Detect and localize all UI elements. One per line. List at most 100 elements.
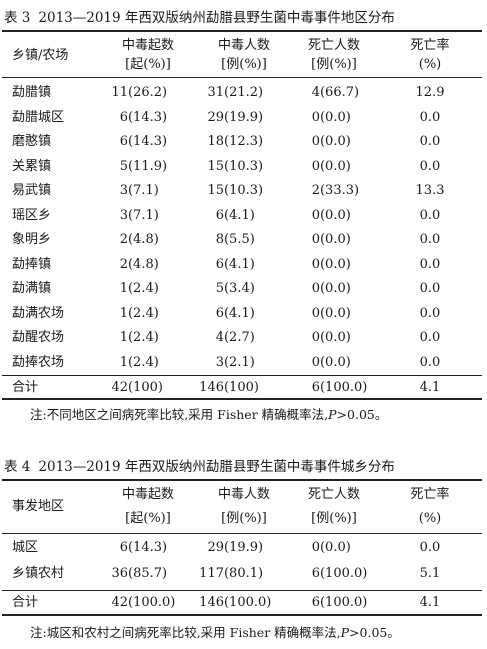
table4-row-col4: 5.1 bbox=[419, 566, 441, 581]
table3-row-label: 勐醒农场 bbox=[12, 330, 65, 345]
table3-header-col2-line1: 中毒人数 bbox=[217, 38, 270, 53]
table3-row-col4: 0.0 bbox=[419, 281, 441, 296]
table3-row-col4: 0.0 bbox=[419, 305, 441, 321]
table3-total-col4: 4.1 bbox=[419, 380, 441, 395]
table4-total-col3: 6(100.0) bbox=[311, 595, 368, 610]
table3-header-col4-line2: (%) bbox=[418, 57, 442, 72]
table3-note-text: 注:不同地区之间病死率比较,采用 Fisher 精确概率法, bbox=[30, 407, 329, 422]
table4-row-col1: 36(85.7) bbox=[111, 566, 168, 581]
table3-row-label: 勐捧镇 bbox=[12, 256, 52, 272]
table3-row-col4: 0.0 bbox=[419, 207, 441, 223]
table3-row-col1: 1(2.4) bbox=[119, 281, 159, 296]
table4-total-col2: 146(100.0) bbox=[199, 595, 272, 610]
table3-row-label: 勐捧农场 bbox=[12, 354, 65, 370]
table3-row-col3: 0(0.0) bbox=[311, 330, 351, 345]
table3-row-col3: 0(0.0) bbox=[311, 158, 351, 174]
table4-caption-number: 表 4 bbox=[4, 459, 31, 475]
table3-row-col2: 18(12.3) bbox=[207, 134, 264, 149]
table3-row-label: 勐腊城区 bbox=[12, 109, 65, 125]
table3-caption-text: 2013—2019 年西双版纳州勐腊县野生菌中毒事件地区分布 bbox=[38, 10, 395, 26]
table4-row-label: 乡镇农村 bbox=[12, 566, 65, 581]
table3-row-col1: 11(26.2) bbox=[111, 85, 168, 100]
table3-row-label: 关累镇 bbox=[12, 158, 52, 174]
table3-row-col4: 0.0 bbox=[419, 109, 441, 125]
table4-bottom-rule bbox=[2, 614, 482, 616]
table3-row-col1: 3(7.1) bbox=[119, 183, 159, 198]
table3-row-col4: 0.0 bbox=[419, 330, 441, 345]
table3-row-col2: 3(2.1) bbox=[215, 354, 255, 370]
table4-note-suffix: >0.05。 bbox=[349, 625, 400, 640]
table3-note-p: P bbox=[328, 407, 337, 422]
table3-row-col3: 4(66.7) bbox=[311, 85, 360, 100]
table3-total-col2: 146(100) bbox=[199, 380, 259, 395]
table3-row-label: 勐满农场 bbox=[12, 305, 65, 321]
table3-row-label: 勐腊镇 bbox=[12, 85, 52, 100]
table3-total-label: 合计 bbox=[12, 380, 39, 395]
table4-header-col2-line2: [例(%)] bbox=[221, 511, 267, 526]
table3-row-col2: 6(4.1) bbox=[215, 305, 255, 321]
table3-row-col2: 5(3.4) bbox=[215, 281, 255, 296]
table4-header-col1-line2: [起(%)] bbox=[125, 511, 171, 526]
table3-header-rule bbox=[2, 77, 482, 78]
table3-row-col3: 0(0.0) bbox=[311, 281, 351, 296]
table3-row-col2: 6(4.1) bbox=[215, 207, 255, 223]
table4-header-col3-line1: 死亡人数 bbox=[307, 487, 360, 502]
table3-row-col4: 0.0 bbox=[419, 256, 441, 272]
table3-header-col1-line2: [起(%)] bbox=[125, 57, 171, 72]
table3-row-label: 易武镇 bbox=[12, 183, 52, 198]
table4-header-col3-line2: [例(%)] bbox=[311, 511, 357, 526]
table3-header-col2-line2: [例(%)] bbox=[221, 57, 267, 72]
table3-row-col4: 0.0 bbox=[419, 354, 441, 370]
table3-row-col2: 4(2.7) bbox=[215, 330, 255, 345]
table4-row-col2: 29(19.9) bbox=[207, 540, 264, 555]
table3-row-col3: 0(0.0) bbox=[311, 305, 351, 321]
table3-row-col3: 0(0.0) bbox=[311, 232, 351, 247]
table3-row-col1: 3(7.1) bbox=[119, 207, 159, 223]
table3-row-col4: 12.9 bbox=[415, 85, 445, 100]
table3-row-col1: 2(4.8) bbox=[119, 256, 159, 272]
table3-row-col4: 13.3 bbox=[415, 183, 445, 198]
table3-row-col2: 29(19.9) bbox=[207, 109, 264, 125]
table3-top-rule bbox=[2, 30, 482, 32]
table3-row-col1: 5(11.9) bbox=[119, 158, 168, 174]
table4-header-col4-line2: (%) bbox=[418, 511, 442, 526]
table3-header-col3-line2: [例(%)] bbox=[311, 57, 357, 72]
table3-note: 注:不同地区之间病死率比较,采用 Fisher 精确概率法,P>0.05。 bbox=[30, 404, 387, 423]
table3-row-col3: 0(0.0) bbox=[311, 354, 351, 370]
table3-row-col3: 2(33.3) bbox=[311, 183, 360, 198]
table3-row-col3: 0(0.0) bbox=[311, 109, 351, 125]
table4-note: 注:城区和农村之间病死率比较,采用 Fisher 精确概率法,P>0.05。 bbox=[30, 622, 400, 641]
table3-total-rule bbox=[2, 375, 482, 376]
table3-row-label: 勐满镇 bbox=[12, 281, 52, 296]
table4-row-col3: 6(100.0) bbox=[311, 566, 368, 581]
table3-header-col4-line1: 死亡率 bbox=[410, 38, 450, 53]
table3-note-suffix: >0.05。 bbox=[336, 407, 388, 422]
table3-header-col1-line1: 中毒起数 bbox=[121, 38, 174, 53]
table3-row-col1: 6(14.3) bbox=[119, 109, 168, 125]
table4-caption: 表 4 2013—2019 年西双版纳州勐腊县野生菌中毒事件城乡分布 bbox=[4, 455, 395, 475]
table4-row-col4: 0.0 bbox=[419, 540, 441, 555]
table3-row-col1: 2(4.8) bbox=[119, 232, 159, 247]
table3-row-col1: 1(2.4) bbox=[119, 330, 159, 345]
table4-note-p: P bbox=[340, 625, 350, 640]
table3-row-col1: 1(2.4) bbox=[119, 354, 159, 370]
table4-total-label: 合计 bbox=[12, 595, 39, 610]
table4-row-col3: 0(0.0) bbox=[311, 540, 351, 555]
table4-total-col4: 4.1 bbox=[419, 595, 441, 610]
table3-row-col2: 31(21.2) bbox=[207, 85, 264, 100]
table3-row-col2: 15(10.3) bbox=[207, 158, 264, 174]
table3-total-col3: 6(100.0) bbox=[311, 380, 368, 395]
table3-row-col2: 15(10.3) bbox=[207, 183, 264, 198]
table3-row-label: 磨憨镇 bbox=[12, 134, 52, 149]
table3-header-region: 乡镇/农场 bbox=[12, 47, 69, 63]
table3-row-col3: 0(0.0) bbox=[311, 207, 351, 223]
table4-header-rule bbox=[2, 533, 482, 534]
table4-row-col2: 117(80.1) bbox=[199, 566, 264, 581]
table4-header-col1-line1: 中毒起数 bbox=[121, 487, 174, 502]
table3-total-col1: 42(100) bbox=[111, 380, 163, 395]
table3-row-col4: 0.0 bbox=[419, 158, 441, 174]
table3-row-col2: 6(4.1) bbox=[215, 256, 255, 272]
table4-top-rule bbox=[2, 479, 482, 481]
table4-caption-text: 2013—2019 年西双版纳州勐腊县野生菌中毒事件城乡分布 bbox=[38, 459, 395, 475]
